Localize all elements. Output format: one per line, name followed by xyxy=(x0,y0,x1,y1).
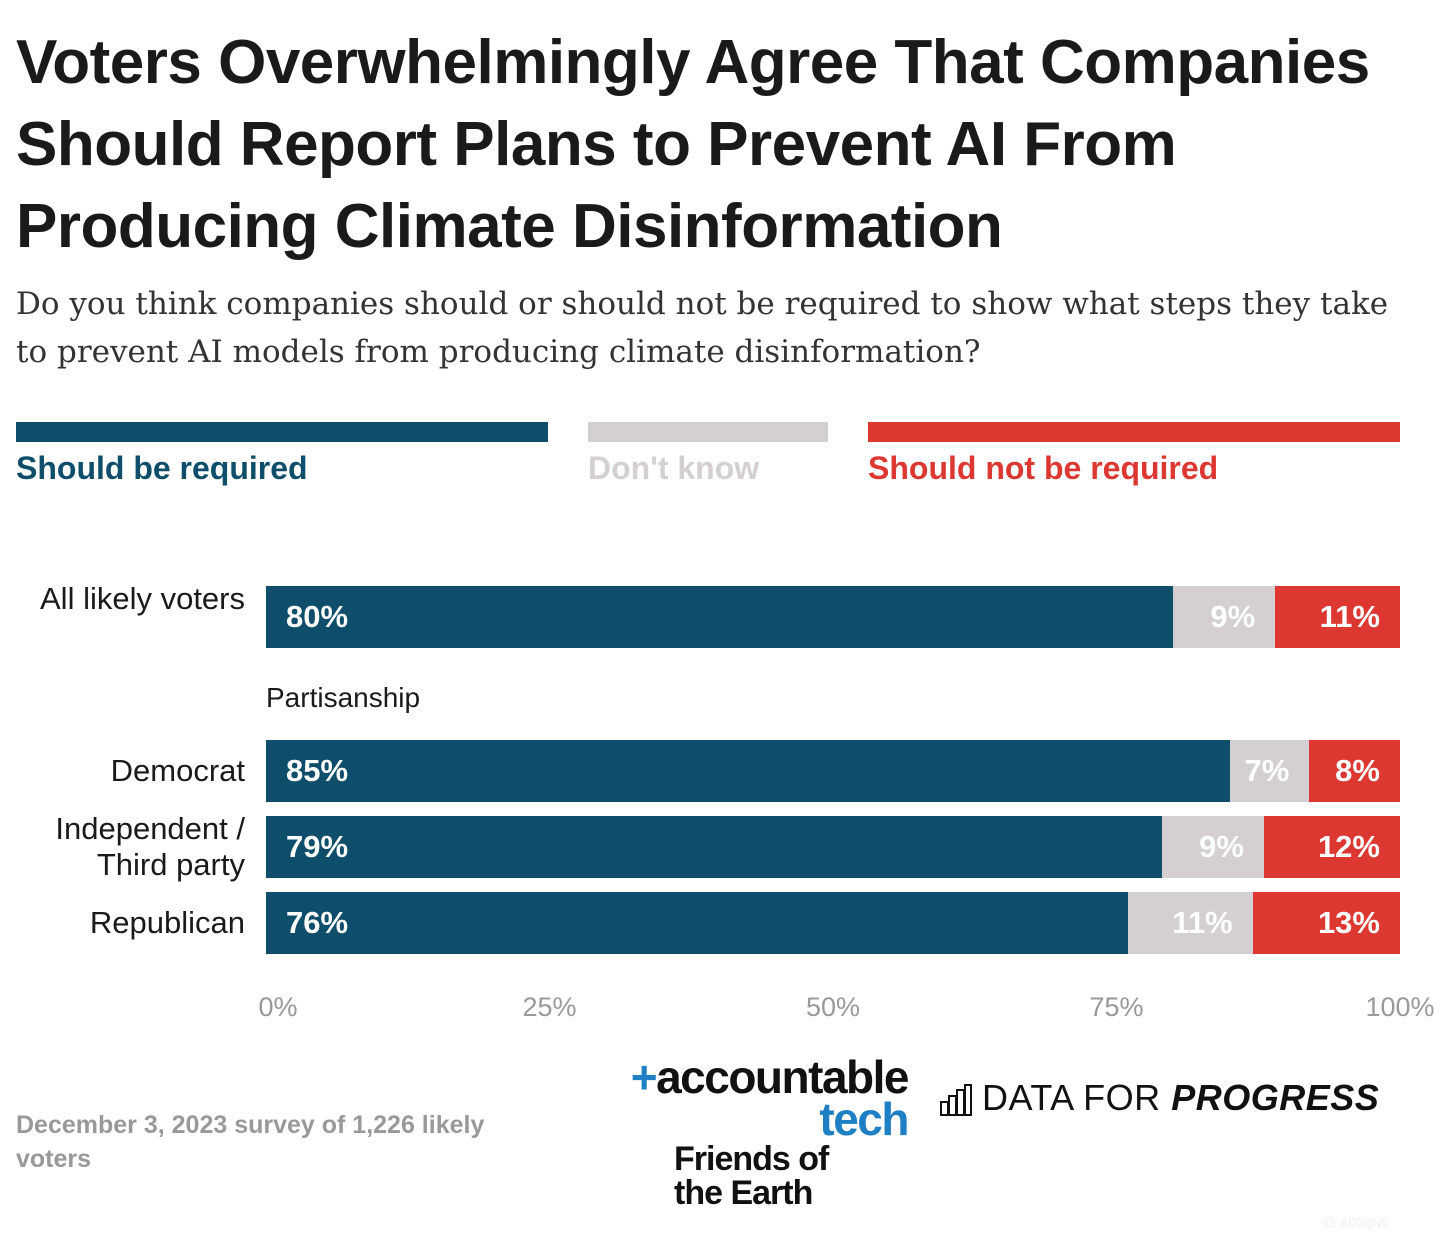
bar-segment-not-required: 8% xyxy=(1309,740,1400,802)
data-label: 80% xyxy=(286,599,349,634)
bar-segment-required: 80% xyxy=(266,586,1174,648)
legend-label-not-required: Should not be required xyxy=(868,450,1219,486)
group-label: Partisanship xyxy=(266,682,421,713)
bar-segment-required: 85% xyxy=(266,740,1230,802)
id-label: ID: AD3QN5 xyxy=(1322,1216,1389,1230)
category-label: Democrat xyxy=(110,753,245,788)
data-for-progress-logo: DATA FOR PROGRESS xyxy=(940,1080,1379,1116)
data-label: 79% xyxy=(286,829,349,864)
bar-segment-required: 79% xyxy=(266,816,1162,878)
accountable-tech-logo: +accountable tech xyxy=(630,1051,910,1145)
x-tick-label: 25% xyxy=(522,992,577,1022)
data-label: 9% xyxy=(1210,599,1256,634)
bar-segment-dont-know: 9% xyxy=(1173,586,1276,648)
bar-segment-not-required: 12% xyxy=(1263,816,1400,878)
bar-segment-not-required: 11% xyxy=(1275,586,1400,648)
data-label: 8% xyxy=(1335,753,1380,788)
legend-label-required: Should be required xyxy=(16,450,308,486)
data-label: 11% xyxy=(1319,599,1380,634)
friends-of-earth-logo: Friends of the Earth xyxy=(674,1140,829,1212)
legend-label-dont-know: Don't know xyxy=(588,450,760,486)
x-tick-label: 75% xyxy=(1089,992,1144,1022)
data-label: 76% xyxy=(286,905,349,940)
source-note: December 3, 2023 survey of 1,226 likely … xyxy=(16,1111,485,1173)
chart-subtitle: Do you think companies should or should … xyxy=(16,286,1389,370)
bar-segment-dont-know: 7% xyxy=(1229,740,1310,802)
bar-segment-not-required: 13% xyxy=(1252,892,1400,954)
data-label: 85% xyxy=(286,753,349,788)
bar-segment-dont-know: 11% xyxy=(1127,892,1253,954)
x-tick-label: 100% xyxy=(1365,992,1435,1022)
data-label: 7% xyxy=(1244,753,1290,788)
chart-title: Voters Overwhelmingly Agree That Compani… xyxy=(16,28,1370,261)
category-label: Republican xyxy=(89,905,245,940)
data-label: 9% xyxy=(1199,829,1244,864)
data-label: 13% xyxy=(1317,905,1380,940)
category-label: Independent / Third party xyxy=(55,811,245,882)
legend-swatch-not-required xyxy=(868,422,1400,442)
legend-swatch-dont-know xyxy=(588,422,828,442)
data-label: 11% xyxy=(1172,905,1233,940)
bar-segment-dont-know: 9% xyxy=(1161,816,1264,878)
data-label: 12% xyxy=(1317,829,1380,864)
x-tick-label: 0% xyxy=(258,992,298,1022)
x-tick-label: 50% xyxy=(805,992,861,1022)
bar-chart-icon xyxy=(940,1084,972,1116)
category-label: All likely voters xyxy=(40,581,245,616)
legend-swatch-required xyxy=(16,422,548,442)
bar-segment-required: 76% xyxy=(266,892,1128,954)
